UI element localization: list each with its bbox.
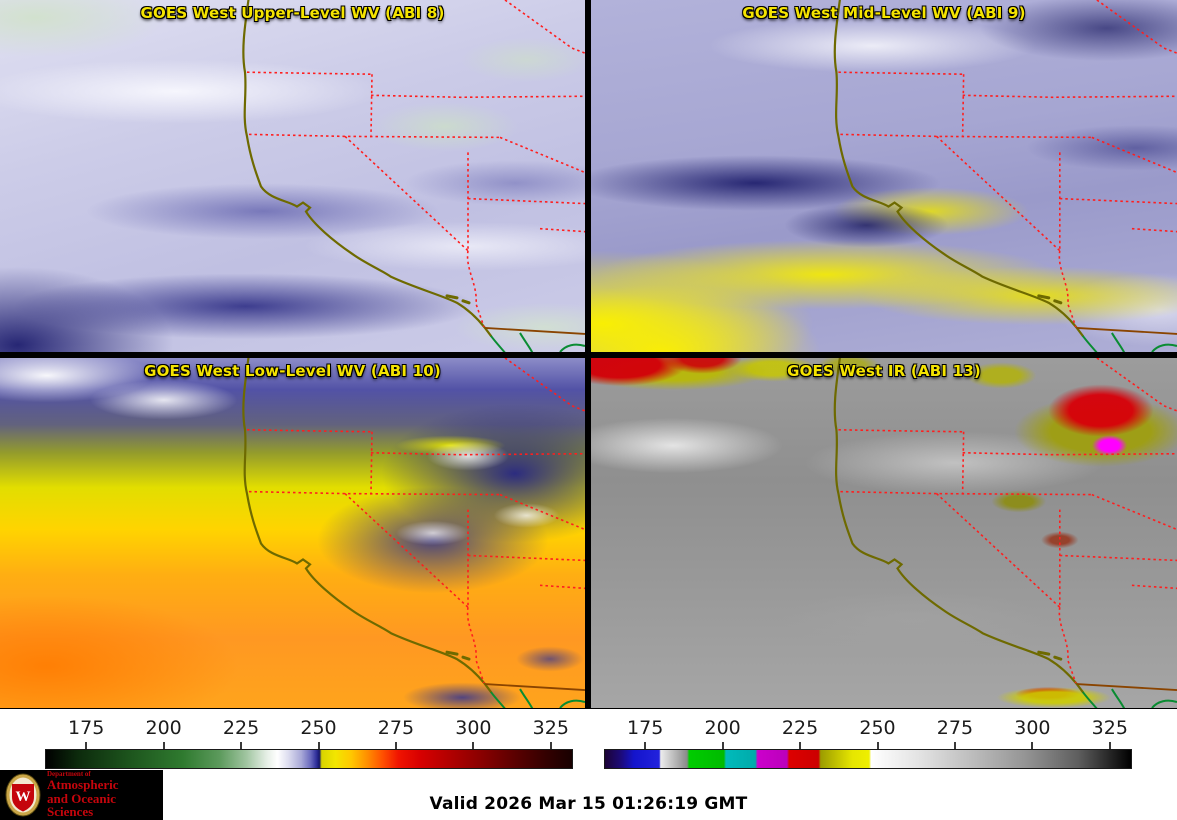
colorbar-tick-mark (799, 742, 802, 749)
colorbar-tick-label: 175 (68, 717, 105, 739)
valid-timestamp: Valid 2026 Mar 15 01:26:19 GMT (429, 794, 748, 814)
colorbar-tick-mark (1108, 742, 1111, 749)
ir-colorbar: 175 200 225 250 275 300 325 (604, 717, 1132, 769)
colorbar-tick-labels: 175 200 225 250 275 300 325 (45, 717, 573, 741)
colorbar-gradient (45, 749, 573, 769)
panel-ir: GOES West IR (ABI 13) (591, 358, 1177, 708)
panel-title: GOES West Mid-Level WV (ABI 9) (742, 4, 1026, 22)
colorbar-tick-labels: 175 200 225 250 275 300 325 (604, 717, 1132, 741)
panel-title: GOES West Low-Level WV (ABI 10) (144, 362, 441, 380)
uw-crest-icon: W (5, 773, 41, 817)
colorbar-tick-label: 200 (704, 717, 741, 739)
map-overlay (833, 358, 1177, 708)
colorbar-tick-mark (953, 742, 956, 749)
wv-colorbar: 175 200 225 250 275 300 325 (45, 717, 573, 769)
satellite-quad-display: GOES West Upper-Level WV (ABI 8) GOES We… (0, 0, 1177, 709)
panel-title: GOES West Upper-Level WV (ABI 8) (140, 4, 445, 22)
colorbar-tick-label: 325 (532, 717, 569, 739)
colorbar-tick-mark (162, 742, 165, 749)
panel-upper-level-wv: GOES West Upper-Level WV (ABI 8) (0, 0, 585, 352)
map-overlay (241, 358, 585, 708)
colorbar-tick-mark (317, 742, 320, 749)
panel-low-level-wv: GOES West Low-Level WV (ABI 10) (0, 358, 585, 708)
colorbar-tick-label: 175 (627, 717, 664, 739)
uw-aos-logo: W Department of Atmospheric and Oceanic … (0, 770, 163, 820)
logo-name-line2: and Oceanic Sciences (47, 790, 116, 820)
logo-name-line1: Atmospheric (47, 777, 119, 793)
map-overlay (833, 0, 1177, 352)
colorbar-tick-label: 275 (377, 717, 415, 739)
map-overlay (241, 0, 585, 352)
colorbar-tick-mark (644, 742, 647, 749)
colorbar-tick-label: 300 (1014, 717, 1051, 739)
panel-title: GOES West IR (ABI 13) (787, 362, 981, 380)
colorbar-tick-mark (85, 742, 88, 749)
colorbar-tick-marks (604, 741, 1132, 749)
logo-dept-line: Department of (47, 769, 91, 778)
colorbar-tick-mark (549, 742, 552, 749)
colorbar-tick-mark (1031, 742, 1034, 749)
panel-mid-level-wv: GOES West Mid-Level WV (ABI 9) (591, 0, 1177, 352)
colorbar-tick-mark (394, 742, 397, 749)
logo-text: Department of Atmospheric and Oceanic Sc… (47, 769, 163, 820)
colorbar-tick-label: 250 (300, 717, 337, 739)
colorbar-gradient (604, 749, 1132, 769)
colorbar-tick-label: 200 (145, 717, 182, 739)
colorbar-tick-label: 275 (936, 717, 974, 739)
colorbar-tick-marks (45, 741, 573, 749)
colorbar-tick-mark (721, 742, 724, 749)
colorbar-tick-label: 250 (859, 717, 896, 739)
colorbar-tick-label: 325 (1091, 717, 1128, 739)
svg-text:W: W (16, 789, 31, 805)
colorbar-tick-label: 225 (222, 717, 260, 739)
colorbar-tick-label: 300 (455, 717, 492, 739)
footer: 175 200 225 250 275 300 325 175 200 225 250 275 300… (0, 709, 1177, 820)
colorbar-tick-label: 225 (781, 717, 819, 739)
colorbar-tick-mark (472, 742, 475, 749)
colorbar-tick-mark (240, 742, 243, 749)
colorbar-tick-mark (876, 742, 879, 749)
